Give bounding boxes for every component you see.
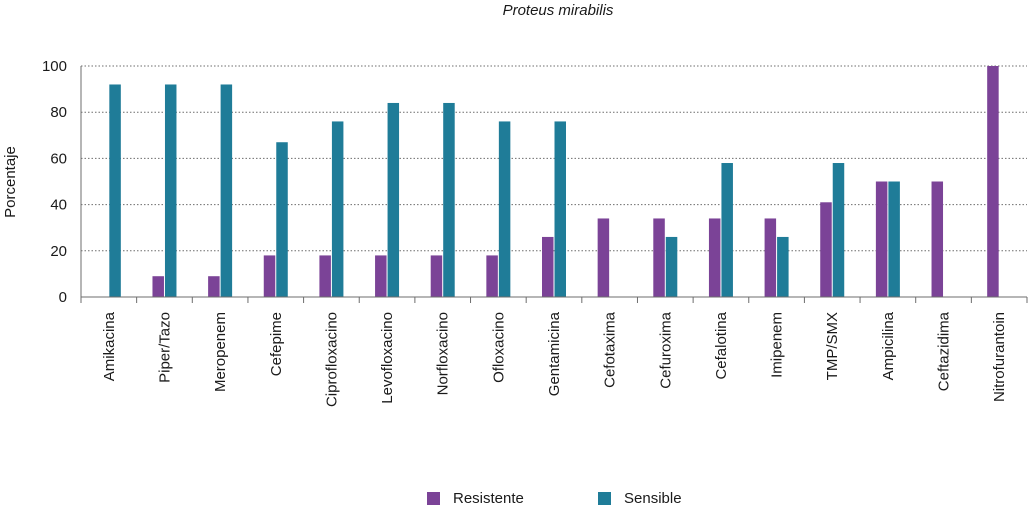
legend-label: Resistente <box>453 490 524 507</box>
bar-sensible <box>777 236 789 297</box>
bar-sensible <box>832 163 845 297</box>
bar-sensible <box>387 102 400 298</box>
bar-resistente <box>764 218 777 297</box>
x-tick-label: Cefalotina <box>713 311 730 379</box>
bar-resistente <box>708 218 721 297</box>
x-tick-label: Meropenem <box>212 312 229 392</box>
bar-resistente <box>653 218 665 297</box>
bar-resistente <box>820 202 832 297</box>
x-tick-label: Cefuroxima <box>657 311 674 388</box>
x-tick-label: Ampicilina <box>880 311 897 380</box>
bars <box>109 66 999 298</box>
x-tick-label: Imipenem <box>769 312 786 378</box>
x-tick-label: Ceftazidima <box>936 311 953 391</box>
legend-swatch <box>598 492 611 505</box>
bar-resistente <box>987 66 999 297</box>
bar-resistente <box>486 255 498 297</box>
x-tick-label: Gentamicina <box>546 311 563 396</box>
gridlines <box>81 65 1027 252</box>
y-axis-title: Porcentaje <box>2 146 19 218</box>
axes: 0 20 40 60 80 100 Amikacina Piper/Tazo Meropenem… <box>42 58 1028 407</box>
bar-sensible <box>498 121 511 297</box>
bar-resistente <box>430 255 443 297</box>
bar-sensible <box>721 163 733 297</box>
x-tick-label: Piper/Tazo <box>156 312 173 383</box>
bar-sensible <box>554 121 566 297</box>
bar-sensible <box>276 142 288 297</box>
y-tick-label: 100 <box>42 58 67 75</box>
legend-swatch <box>427 492 440 505</box>
x-tick-label: Amikacina <box>101 311 118 381</box>
legend-label: Sensible <box>624 490 682 507</box>
x-tick-label: Levofloxacino <box>379 312 396 404</box>
bar-resistente <box>931 181 944 297</box>
bar-resistente <box>375 255 387 297</box>
bar-resistente <box>263 255 276 297</box>
y-tick-label: 20 <box>50 243 67 260</box>
x-tick-label: Nitrofurantoin <box>991 312 1008 402</box>
bar-sensible <box>665 236 678 297</box>
y-tick-label: 40 <box>50 197 67 214</box>
legend: Resistente Sensible <box>427 490 682 507</box>
bar-resistente <box>875 181 888 297</box>
y-tick-label: 80 <box>50 104 67 121</box>
bar-sensible <box>220 84 233 297</box>
bar-sensible <box>888 181 900 297</box>
bar-resistente <box>597 218 610 297</box>
x-tick-label: Norfloxacino <box>435 312 452 395</box>
bar-resistente <box>542 236 554 297</box>
x-tick-label: Ciprofloxacino <box>323 312 340 407</box>
x-tick-label: Cefotaxima <box>602 311 619 388</box>
bar-sensible <box>331 121 344 297</box>
bar-sensible <box>164 84 177 297</box>
bar-sensible <box>443 102 455 298</box>
bar-resistente <box>319 255 331 297</box>
x-tick-label: Ofloxacino <box>490 312 507 383</box>
x-tick-label: TMP/SMX <box>824 312 841 380</box>
chart-title: Proteus mirabilis <box>503 2 614 19</box>
y-tick-label: 60 <box>50 150 67 167</box>
y-tick-label: 0 <box>59 289 67 306</box>
x-tick-label: Cefepime <box>268 312 285 376</box>
bar-resistente <box>152 276 164 297</box>
bar-sensible <box>109 84 121 297</box>
bar-resistente <box>208 276 220 297</box>
